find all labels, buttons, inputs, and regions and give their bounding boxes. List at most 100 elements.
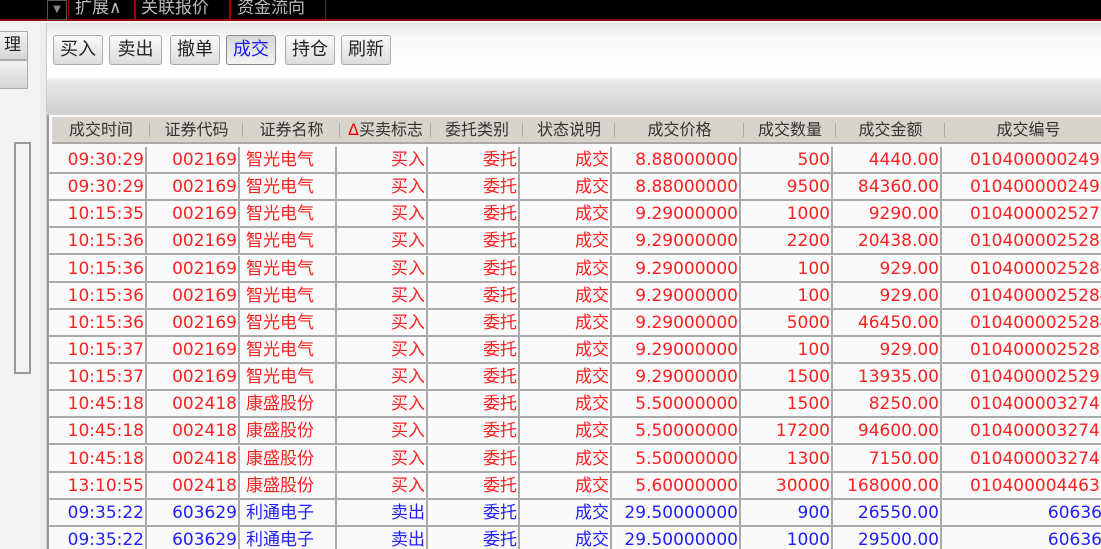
table-row[interactable]: 10:15:36 002169 智光电气 买入 委托 成交 9.29000000 100 929… [49, 282, 1101, 310]
tab-extend[interactable]: 扩展∧ [68, 0, 136, 20]
cell-buy-sell-flag: 卖出 [337, 526, 428, 549]
cell-trade-amount: 9290.00 [833, 201, 942, 227]
table-row[interactable]: 10:45:18 002418 康盛股份 买入 委托 成交 5.50000000 1300 71… [49, 445, 1101, 473]
column-header-security-code[interactable]: 证券代码 [150, 117, 243, 142]
cell-buy-sell-flag: 买入 [337, 336, 428, 362]
cell-trade-id: 01040000024955 [970, 177, 1101, 198]
cell-trade-amount: 46450.00 [833, 309, 942, 335]
table-row[interactable]: 10:15:37 002169 智光电气 买入 委托 成交 9.29000000 1500 13… [49, 364, 1101, 392]
cell-security-name: 利通电子 [240, 499, 337, 525]
cell-security-code: 002418 [147, 472, 240, 498]
table-row[interactable]: 10:15:36 002169 智光电气 买入 委托 成交 9.29000000 100 929… [49, 255, 1101, 283]
cell-security-code: 002169 [147, 309, 240, 335]
cell-order-type: 委托 [428, 255, 520, 281]
sidebar-scrollbar[interactable] [14, 142, 31, 374]
table-row[interactable]: 09:35:22 603629 利通电子 卖出 委托 成交 29.50000000 1000 2… [49, 526, 1101, 549]
cell-buy-sell-flag: 买入 [337, 418, 428, 444]
cell-trade-time: 09:30:29 [49, 147, 147, 172]
cell-trade-amount: 929.00 [833, 255, 942, 281]
cell-buy-sell-flag: 买入 [337, 309, 428, 335]
panel-splitter[interactable] [40, 23, 47, 549]
trades-button[interactable]: 成交 [226, 35, 276, 65]
column-header-buy-sell-flag[interactable]: Δ买卖标志 [340, 117, 431, 142]
cell-trade-price: 8.88000000 [612, 174, 741, 200]
table-row[interactable]: 10:15:36 002169 智光电气 买入 委托 成交 9.29000000 2200 20… [49, 228, 1101, 256]
cell-trade-amount: 8250.00 [833, 391, 942, 417]
column-header-trade-time[interactable]: 成交时间 [52, 117, 150, 142]
cell-trade-amount: 84360.00 [833, 174, 942, 200]
cell-trade-price: 5.50000000 [612, 418, 741, 444]
table-row[interactable]: 09:30:29 002169 智光电气 买入 委托 成交 8.88000000 500 444… [49, 147, 1101, 174]
cell-status: 成交 [520, 282, 612, 308]
cell-trade-time: 13:10:55 [49, 472, 147, 498]
cell-trade-id: 01040000252799 [970, 204, 1101, 225]
cell-order-type: 委托 [428, 445, 520, 471]
trade-records-table: 成交时间 证券代码 证券名称 Δ买卖标志 委托类别 状态说明 成交价格 成交数量 成交金额 成交编… [47, 115, 1101, 549]
column-header-trade-id[interactable]: 成交编号 [945, 117, 1101, 142]
column-header-trade-price[interactable]: 成交价格 [615, 117, 744, 142]
table-row[interactable]: 10:45:18 002418 康盛股份 买入 委托 成交 5.50000000 17200 9… [49, 418, 1101, 446]
column-header-label: 成交金额 [858, 120, 923, 139]
cell-trade-quantity: 9500 [741, 174, 833, 200]
cell-security-code: 002169 [147, 255, 240, 281]
tab-related-quotes[interactable]: 关联报价 [134, 0, 230, 20]
cell-trade-price: 9.29000000 [612, 336, 741, 362]
column-header-order-type[interactable]: 委托类别 [431, 117, 523, 142]
buy-button[interactable]: 买入 [53, 35, 103, 65]
cell-status: 成交 [520, 391, 612, 417]
table-row[interactable]: 10:45:18 002418 康盛股份 买入 委托 成交 5.50000000 1500 82… [49, 391, 1101, 419]
cell-trade-id: 01040000252846 [970, 312, 1101, 333]
cell-trade-quantity: 1500 [741, 364, 833, 390]
cell-order-type: 委托 [428, 147, 520, 172]
cell-trade-quantity: 500 [741, 147, 833, 172]
cell-order-type: 委托 [428, 526, 520, 549]
cell-status: 成交 [520, 364, 612, 390]
refresh-button[interactable]: 刷新 [341, 35, 391, 65]
cell-security-code: 002418 [147, 445, 240, 471]
cell-order-type: 委托 [428, 336, 520, 362]
table-row[interactable]: 10:15:36 002169 智光电气 买入 委托 成交 9.29000000 5000 46… [49, 309, 1101, 337]
column-header-security-name[interactable]: 证券名称 [243, 117, 340, 142]
cell-trade-amount: 929.00 [833, 282, 942, 308]
cell-trade-quantity: 100 [741, 336, 833, 362]
toolbar-separator [47, 73, 1101, 115]
table-row[interactable]: 10:15:35 002169 智光电气 买入 委托 成交 9.29000000 1000 92… [49, 201, 1101, 229]
column-header-label: 状态说明 [536, 120, 601, 139]
sell-button[interactable]: 卖出 [109, 35, 162, 65]
positions-button[interactable]: 持仓 [285, 35, 335, 65]
cell-security-name: 康盛股份 [240, 418, 337, 444]
cell-status: 成交 [520, 228, 612, 254]
table-row[interactable]: 13:10:55 002418 康盛股份 买入 委托 成交 5.60000000 30000 1… [49, 472, 1101, 500]
cell-order-type: 委托 [428, 174, 520, 200]
cell-trade-time: 10:45:18 [49, 418, 147, 444]
table-row[interactable]: 09:35:22 603629 利通电子 卖出 委托 成交 29.50000000 900 26… [49, 499, 1101, 527]
table-row[interactable]: 10:15:37 002169 智光电气 买入 委托 成交 9.29000000 100 929… [49, 336, 1101, 364]
column-header-status[interactable]: 状态说明 [523, 117, 615, 142]
cell-trade-price: 9.29000000 [612, 201, 741, 227]
cell-trade-price: 8.88000000 [612, 147, 741, 172]
cell-trade-quantity: 30000 [741, 472, 833, 498]
sidebar-item[interactable] [0, 60, 28, 89]
cell-trade-time: 10:45:18 [49, 391, 147, 417]
cell-trade-amount: 4440.00 [833, 147, 942, 172]
tab-fund-flow[interactable]: 资金流向 [230, 0, 326, 20]
dropdown-arrow-icon[interactable]: ▼ [47, 0, 67, 20]
sidebar-item[interactable]: 理 [0, 31, 28, 60]
cell-trade-price: 9.29000000 [612, 364, 741, 390]
cell-trade-price: 5.60000000 [612, 472, 741, 498]
cell-security-code: 603629 [147, 526, 240, 549]
cell-security-name: 智光电气 [240, 201, 337, 227]
cell-status: 成交 [520, 445, 612, 471]
column-header-trade-amount[interactable]: 成交金额 [836, 117, 945, 142]
table-row[interactable]: 09:30:29 002169 智光电气 买入 委托 成交 8.88000000 9500 84… [49, 174, 1101, 202]
cancel-order-button[interactable]: 撤单 [170, 35, 220, 65]
cell-security-code: 002169 [147, 147, 240, 172]
cell-trade-time: 10:15:36 [49, 255, 147, 281]
column-header-trade-quantity[interactable]: 成交数量 [744, 117, 836, 142]
cell-buy-sell-flag: 买入 [337, 472, 428, 498]
cell-trade-amount: 929.00 [833, 336, 942, 362]
cell-trade-quantity: 2200 [741, 228, 833, 254]
cell-security-code: 002169 [147, 174, 240, 200]
cell-trade-id: 01040000252842 [970, 258, 1101, 279]
cell-trade-amount: 29500.00 [833, 526, 942, 549]
